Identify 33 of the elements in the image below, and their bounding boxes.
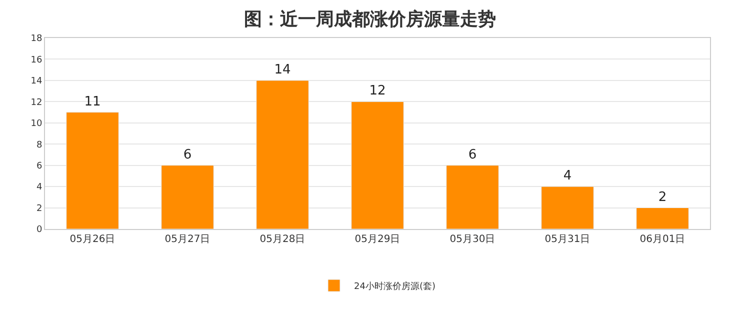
data-label: 4	[563, 168, 572, 184]
x-tick-label: 05月31日	[544, 234, 590, 245]
data-label: 14	[274, 62, 291, 78]
bar	[541, 186, 594, 229]
y-tick-label: 6	[36, 161, 42, 172]
y-tick-label: 12	[30, 98, 42, 108]
data-label: 12	[369, 84, 386, 99]
y-tick-label: 16	[30, 55, 42, 66]
data-label: 6	[468, 147, 477, 162]
y-tick-label: 2	[36, 204, 42, 214]
bar	[351, 101, 404, 229]
bar	[161, 165, 214, 229]
data-label: 6	[183, 147, 192, 162]
y-tick-label: 18	[30, 34, 42, 44]
chart-title: 图：近一周成都涨价房源量走势	[244, 9, 496, 30]
legend-label: 24小时涨价房源(套)	[354, 281, 436, 292]
x-tick-label: 05月28日	[260, 234, 306, 245]
x-tick-label: 05月26日	[70, 234, 116, 245]
bar	[446, 165, 499, 229]
x-tick-label: 05月29日	[354, 234, 400, 245]
y-tick-label: 14	[30, 76, 42, 87]
x-tick-label: 05月30日	[450, 234, 496, 245]
y-tick-label: 4	[36, 182, 42, 193]
y-tick-label: 8	[36, 140, 42, 150]
y-tick-label: 0	[36, 225, 42, 236]
bar	[636, 208, 689, 229]
bar	[256, 80, 309, 229]
bar	[66, 112, 119, 229]
x-tick-label: 05月27日	[164, 234, 210, 245]
x-tick-label: 06月01日	[640, 234, 686, 245]
data-label: 11	[84, 94, 101, 110]
y-tick-label: 10	[30, 119, 42, 130]
data-label: 2	[658, 190, 667, 205]
